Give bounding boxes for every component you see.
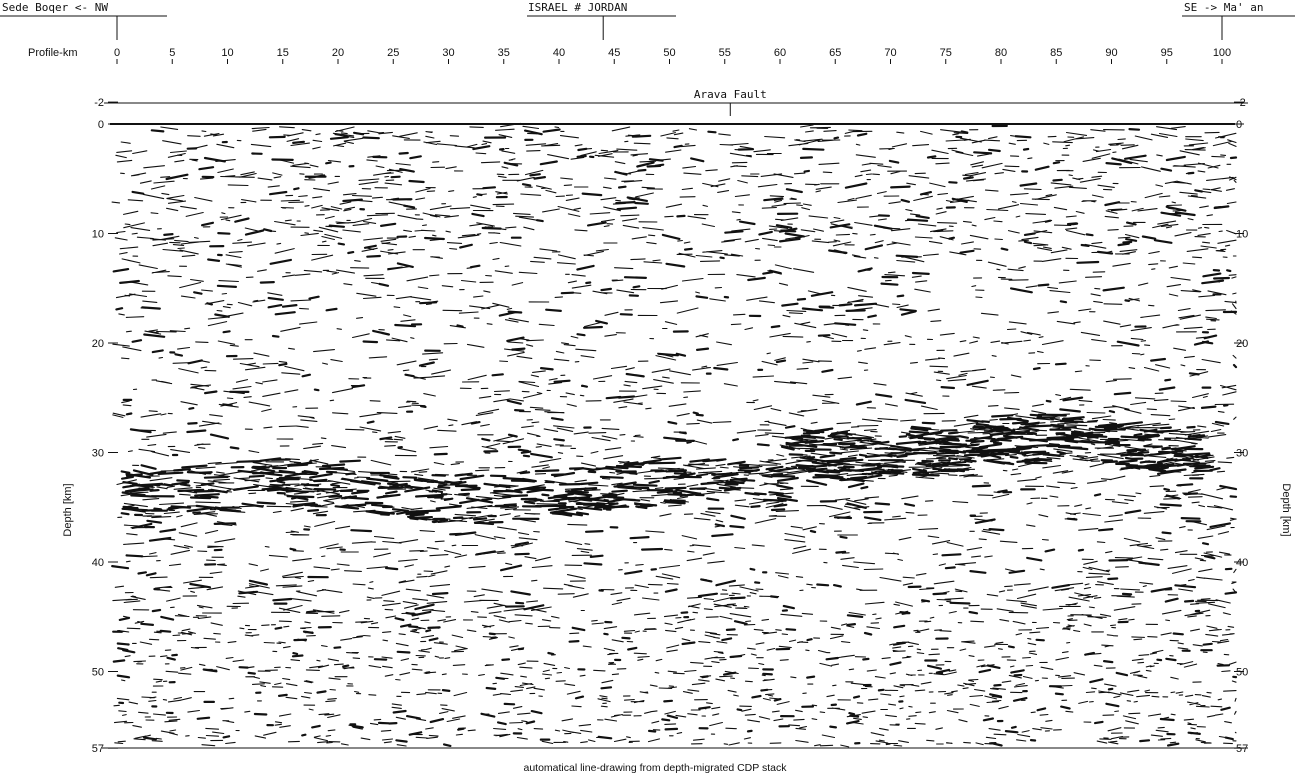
depth-tick-label: 0 — [98, 119, 104, 131]
profile-tick-label: 100 — [1213, 47, 1231, 59]
depth-axis-label-right: Depth [km] — [1280, 483, 1292, 536]
profile-tick-label: 75 — [940, 47, 952, 59]
depth-tick-label: 10 — [92, 229, 104, 241]
profile-axis-ticks: 0 5 10 15 20 25 30 35 40 45 50 55 60 65 70 75 80 85 90 95 10… — [114, 47, 1231, 64]
figure-caption: automatical line-drawing from depth-migr… — [523, 762, 787, 774]
depth-tick-label: 0 — [1236, 119, 1242, 131]
left-location-label: Sede Boqer <- NW — [2, 1, 108, 14]
depth-tick-label: 30 — [1236, 448, 1248, 460]
profile-tick-label: 80 — [995, 47, 1007, 59]
reflector-line-drawing — [111, 122, 1238, 748]
profile-tick-label: 15 — [277, 47, 289, 59]
depth-axis-right: -2 0 10 20 30 40 50 57 — [1234, 97, 1248, 755]
depth-axis-label-left: Depth [km] — [62, 483, 74, 536]
depth-tick-label: 50 — [1236, 667, 1248, 679]
profile-tick-label: 90 — [1105, 47, 1117, 59]
depth-tick-label: 30 — [92, 448, 104, 460]
depth-tick-label: 50 — [92, 667, 104, 679]
right-location-label: SE -> Ma' an — [1184, 1, 1263, 14]
profile-tick-label: 35 — [498, 47, 510, 59]
profile-tick-label: 30 — [442, 47, 454, 59]
fault-label: Arava Fault — [694, 88, 767, 101]
depth-tick-label: 10 — [1236, 229, 1248, 241]
profile-tick-label: 5 — [169, 47, 175, 59]
depth-axis-left: -2 0 10 20 30 40 50 57 — [92, 97, 118, 755]
depth-tick-label: 57 — [1236, 743, 1248, 755]
profile-tick-label: 45 — [608, 47, 620, 59]
profile-tick-label: 65 — [829, 47, 841, 59]
depth-tick-label: 20 — [92, 338, 104, 350]
depth-tick-label: 57 — [92, 743, 104, 755]
profile-tick-label: 20 — [332, 47, 344, 59]
reflector-segments-thick — [111, 124, 1238, 747]
profile-tick-label: 10 — [221, 47, 233, 59]
depth-tick-label: 40 — [1236, 557, 1248, 569]
profile-tick-label: 50 — [663, 47, 675, 59]
border-label: ISRAEL # JORDAN — [528, 1, 627, 14]
profile-tick-label: 60 — [774, 47, 786, 59]
profile-tick-label: 95 — [1161, 47, 1173, 59]
profile-tick-label: 55 — [719, 47, 731, 59]
profile-tick-label: 70 — [884, 47, 896, 59]
profile-tick-label: 25 — [387, 47, 399, 59]
profile-tick-label: 0 — [114, 47, 120, 59]
profile-axis-label: Profile-km — [28, 47, 78, 59]
header-marker-ticks — [116, 16, 1223, 40]
profile-tick-label: 40 — [553, 47, 565, 59]
depth-tick-label: 40 — [92, 557, 104, 569]
profile-tick-label: 85 — [1050, 47, 1062, 59]
depth-tick-label: -2 — [1236, 97, 1246, 109]
depth-tick-label: -2 — [94, 97, 104, 109]
depth-tick-label: 20 — [1236, 338, 1248, 350]
